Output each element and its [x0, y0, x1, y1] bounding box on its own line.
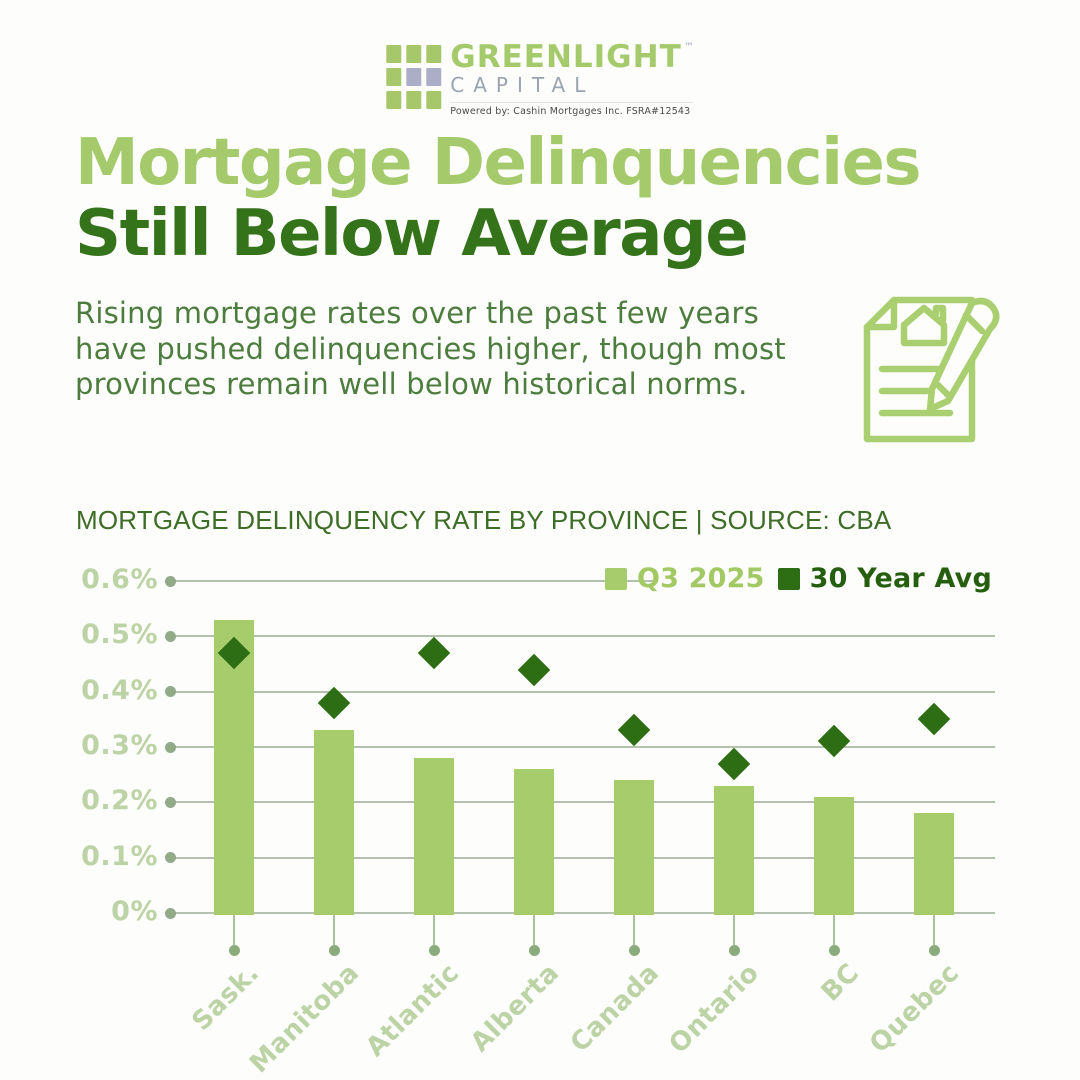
logo-square	[426, 68, 442, 86]
brand-tagline: Powered by: Cashin Mortgages Inc. FSRA#1…	[450, 102, 694, 117]
bar-quebec	[914, 813, 954, 915]
brand-subname: CAPITAL	[450, 73, 595, 97]
x-tick-dot	[828, 945, 840, 956]
x-tick-line	[533, 915, 535, 945]
document-pen-icon	[863, 296, 1000, 443]
gridline	[170, 801, 995, 804]
x-tick-dot	[728, 945, 740, 956]
gridline	[170, 690, 995, 693]
bar-canada	[614, 780, 654, 915]
bar-ontario	[714, 785, 754, 915]
logo-square	[426, 45, 442, 63]
logo-grid-icon	[386, 42, 442, 109]
bar-manitoba	[314, 730, 354, 915]
avg-diamond-manitoba	[317, 686, 351, 719]
gridline-dot	[165, 630, 176, 642]
headline-line1: Mortgage Delinquencies	[75, 126, 922, 200]
gridline-dot	[165, 741, 176, 753]
x-axis-label: Sask.	[186, 958, 266, 1037]
brand-name: GREENLIGHT	[450, 39, 682, 75]
gridline-dot	[165, 575, 176, 587]
avg-diamond-quebec	[917, 703, 951, 736]
y-axis-label: 0.3%	[81, 730, 158, 761]
gridline-dot	[165, 796, 176, 808]
gridline	[170, 635, 995, 638]
y-axis-label: 0%	[111, 896, 158, 927]
logo-square	[386, 91, 402, 109]
x-tick-line	[633, 915, 635, 945]
brand-text-block: GREENLIGHT ™ CAPITAL Powered by: Cashin …	[450, 39, 694, 117]
brand-logo: GREENLIGHT ™ CAPITAL Powered by: Cashin …	[386, 39, 694, 117]
legend-swatch-icon	[777, 567, 800, 590]
chart-legend: Q3 2025 30 Year Avg	[604, 563, 992, 594]
chart-title: MORTGAGE DELINQUENCY RATE BY PROVINCE | …	[76, 505, 892, 535]
y-axis-label: 0.2%	[81, 785, 158, 817]
x-tick-line	[333, 915, 335, 945]
logo-square	[426, 91, 442, 109]
x-tick-dot	[628, 945, 640, 956]
x-axis-label: Canada	[564, 958, 666, 1059]
x-tick-dot	[528, 945, 540, 956]
x-axis-label: Atlantic	[360, 958, 466, 1063]
bar-alberta	[514, 769, 554, 915]
x-tick-line	[933, 915, 935, 945]
gridline-dot	[165, 852, 176, 864]
x-axis-label: Quebec	[864, 958, 966, 1060]
x-tick-line	[233, 915, 235, 945]
avg-diamond-atlantic	[417, 636, 451, 670]
headline-line2: Still Below Average	[75, 197, 749, 271]
avg-diamond-sask	[217, 636, 251, 670]
x-tick-dot	[328, 945, 340, 956]
x-tick-dot	[228, 945, 240, 956]
avg-diamond-alberta	[517, 653, 551, 686]
avg-diamond-canada	[617, 714, 651, 747]
y-axis-label: 0.4%	[81, 674, 158, 706]
y-axis-label: 0.1%	[81, 840, 158, 872]
page-title: Mortgage Delinquencies Still Below Avera…	[75, 126, 922, 271]
y-axis-label: 0.6%	[81, 564, 158, 595]
gridline	[170, 746, 995, 748]
legend-label: 30 Year Avg	[809, 563, 992, 594]
logo-square	[406, 45, 422, 63]
x-tick-dot	[428, 945, 440, 956]
x-tick-dot	[928, 945, 940, 956]
bar-bc	[814, 796, 854, 915]
logo-square	[386, 68, 402, 86]
x-axis-label: BC	[815, 958, 866, 1008]
gridline	[170, 856, 995, 859]
legend-swatch-icon	[604, 567, 627, 590]
legend-item: 30 Year Avg	[777, 563, 992, 594]
intro-paragraph: Rising mortgage rates over the past few …	[75, 296, 786, 401]
gridline-dot	[165, 686, 176, 698]
x-axis-label: Manitoba	[244, 958, 366, 1080]
bar-atlantic	[414, 758, 454, 915]
logo-square	[406, 91, 422, 109]
bar-sask	[214, 619, 254, 915]
legend-item: Q3 2025	[604, 563, 765, 594]
x-tick-line	[833, 915, 835, 945]
x-tick-line	[433, 915, 435, 945]
legend-label: Q3 2025	[636, 563, 765, 594]
gridline	[170, 580, 656, 582]
avg-diamond-bc	[817, 725, 851, 758]
trademark-symbol: ™	[683, 42, 694, 53]
x-axis-label: Alberta	[465, 958, 566, 1059]
logo-square	[386, 45, 402, 63]
x-axis-label: Ontario	[663, 958, 766, 1060]
gridline-dot	[165, 907, 176, 919]
y-axis-label: 0.5%	[81, 619, 158, 651]
logo-square	[406, 68, 422, 86]
gridline	[170, 912, 995, 914]
x-tick-line	[733, 915, 735, 945]
avg-diamond-ontario	[717, 747, 751, 780]
